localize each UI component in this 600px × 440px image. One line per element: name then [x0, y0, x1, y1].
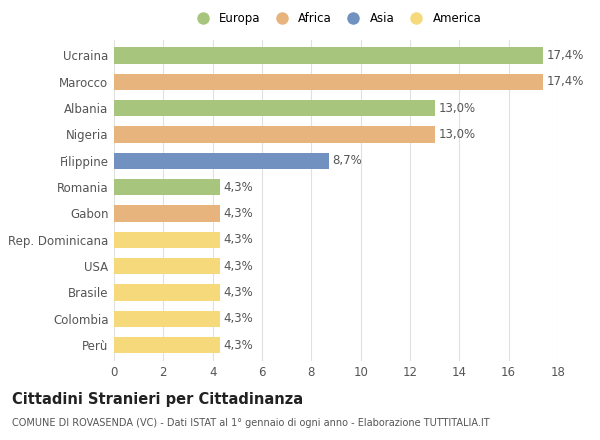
Text: 4,3%: 4,3%	[224, 338, 254, 352]
Bar	[114, 231, 220, 248]
Text: 4,3%: 4,3%	[224, 207, 254, 220]
Bar	[114, 100, 434, 116]
Bar	[114, 258, 220, 274]
Legend: Europa, Africa, Asia, America: Europa, Africa, Asia, America	[188, 10, 484, 27]
Text: 4,3%: 4,3%	[224, 286, 254, 299]
Text: 4,3%: 4,3%	[224, 233, 254, 246]
Text: 4,3%: 4,3%	[224, 312, 254, 325]
Text: 8,7%: 8,7%	[332, 154, 362, 167]
Text: 17,4%: 17,4%	[547, 49, 584, 62]
Text: 4,3%: 4,3%	[224, 180, 254, 194]
Text: COMUNE DI ROVASENDA (VC) - Dati ISTAT al 1° gennaio di ogni anno - Elaborazione : COMUNE DI ROVASENDA (VC) - Dati ISTAT al…	[12, 418, 490, 428]
Bar	[114, 153, 329, 169]
Text: Cittadini Stranieri per Cittadinanza: Cittadini Stranieri per Cittadinanza	[12, 392, 303, 407]
Bar	[114, 47, 543, 63]
Bar	[114, 311, 220, 327]
Text: 13,0%: 13,0%	[439, 102, 475, 114]
Bar	[114, 73, 543, 90]
Bar	[114, 205, 220, 221]
Bar	[114, 126, 434, 143]
Text: 13,0%: 13,0%	[439, 128, 475, 141]
Bar	[114, 179, 220, 195]
Bar	[114, 284, 220, 301]
Text: 4,3%: 4,3%	[224, 260, 254, 272]
Bar	[114, 337, 220, 353]
Text: 17,4%: 17,4%	[547, 75, 584, 88]
